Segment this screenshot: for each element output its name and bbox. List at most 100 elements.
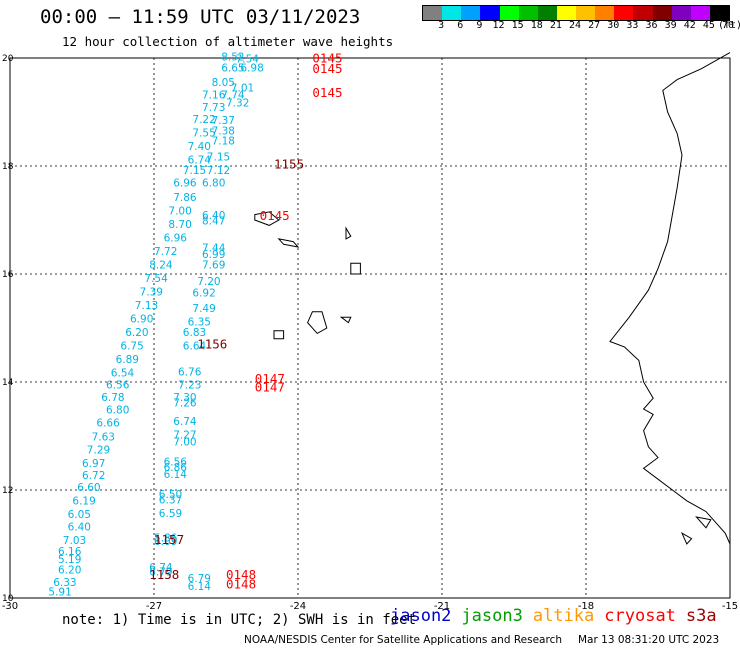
wave-height-label: 8.05	[212, 77, 235, 89]
wave-height-label: 6.37	[159, 495, 182, 507]
island-outline	[339, 316, 352, 324]
wave-height-label: 6.75	[120, 341, 143, 353]
wave-height-label: 6.97	[82, 458, 105, 470]
island-outline	[273, 330, 285, 340]
altimeter-track-layer: 8.527.546.656.988.057.017.167.747.73 7.32…	[48, 50, 342, 598]
wave-height-label: 7.54	[144, 273, 168, 285]
y-tick-label: 10	[2, 594, 14, 604]
wave-height-label: 7.40	[188, 141, 211, 153]
wave-height-label: 6.14	[188, 581, 212, 593]
wave-height-label: 7.74	[221, 90, 245, 102]
wave-height-label: 6.96	[164, 233, 188, 245]
wave-height-label: 7.38	[212, 126, 235, 138]
wave-height-label: 6.05	[68, 509, 91, 521]
colorbar-label: 36	[645, 20, 658, 31]
wave-height-label: 6.89	[116, 354, 139, 366]
wave-height-label: 6.90	[130, 314, 153, 326]
colorbar-label: 33	[626, 20, 639, 31]
colorbar-swatch	[652, 6, 672, 20]
wave-height-label: 8.52	[221, 52, 244, 64]
wave-height-label: 7.18	[212, 135, 235, 147]
colorbar-label: 9	[476, 20, 483, 31]
wave-height-label: 7.15	[183, 165, 206, 177]
colorbar-swatch	[614, 6, 634, 20]
wave-height-label: 6.76	[178, 367, 202, 379]
wave-height-label: 6.92	[192, 288, 215, 300]
colorbar-swatch	[499, 6, 519, 20]
legend-jason2: jason2	[390, 606, 452, 626]
wave-height-label: 6.80	[106, 404, 129, 416]
wave-height-label: 6.50	[159, 489, 182, 501]
wave-height-label: 6.33	[53, 577, 76, 589]
wave-height-label: 7.44	[202, 242, 226, 254]
pass-time-label: 0148	[226, 567, 256, 582]
wave-height-label: 7.32	[226, 98, 249, 110]
generation-date: Mar 13 08:31:20 UTC 2023	[578, 634, 720, 646]
wave-height-label: 7.27	[173, 430, 196, 442]
legend-cryosat: cryosat	[604, 606, 676, 626]
x-tick-label: -24	[290, 601, 306, 612]
wave-height-label: 7.37	[212, 115, 235, 127]
island-outline	[680, 532, 693, 545]
colorbar-swatch	[423, 6, 443, 20]
colorbar-swatch	[556, 6, 576, 20]
colorbar-label: 3	[438, 20, 445, 31]
y-tick-label: 16	[2, 270, 14, 280]
wave-height-label: 6.59	[159, 508, 182, 520]
map-title: 00:00 – 11:59 UTC 03/11/2023	[40, 6, 361, 28]
wave-height-label: 7.63	[92, 431, 115, 443]
wave-height-colorbar	[422, 5, 730, 21]
wave-height-label: 6.99	[202, 249, 225, 261]
colorbar-label: 15	[511, 20, 524, 31]
legend-altika: altika	[532, 606, 595, 626]
wave-height-label: 7.72	[154, 246, 177, 258]
colorbar-label: 18	[530, 20, 543, 31]
colorbar-swatch	[442, 6, 462, 20]
wave-height-label: 7.69	[202, 260, 225, 272]
wave-height-label: 7.86	[173, 192, 197, 204]
pass-time-label: 1156	[197, 337, 227, 352]
wave-height-label: 6.74	[149, 562, 173, 574]
wave-height-label: 7.73	[202, 102, 225, 114]
wave-height-label: 6.54	[111, 368, 135, 380]
wave-height-label: 6.60	[77, 482, 100, 494]
y-tick-label: 12	[2, 486, 13, 496]
coastline-layer	[254, 52, 731, 545]
wave-height-label: 8.70	[168, 219, 191, 231]
wave-height-label: 7.01	[231, 82, 254, 94]
colorbar-swatch	[461, 6, 481, 20]
island-outline	[345, 226, 352, 240]
wave-height-label: 7.00	[168, 206, 191, 218]
x-tick-label: -18	[578, 601, 594, 612]
x-tick-label: -15	[722, 601, 738, 612]
wave-height-label: 7.26	[173, 397, 197, 409]
colorbar-swatch	[595, 6, 615, 20]
colorbar-swatch	[690, 6, 710, 20]
colorbar-label: 6	[457, 20, 464, 31]
wave-height-label: 6.96	[173, 178, 197, 190]
wave-height-label: 6.80	[202, 178, 225, 190]
colorbar-label: 24	[568, 20, 582, 31]
colorbar-label: 45	[702, 20, 715, 31]
wave-height-label: 6.64	[183, 341, 207, 353]
y-tick-label: 20	[2, 54, 14, 64]
colorbar-swatch	[576, 6, 596, 20]
x-tick-label: -30	[2, 601, 18, 612]
pass-time-label: 0145	[312, 50, 342, 65]
x-tick-label: -27	[146, 601, 162, 612]
colorbar-label: 27	[588, 20, 601, 31]
africa-coastline	[609, 52, 731, 545]
wave-height-label: 5.86	[154, 532, 178, 544]
wave-height-label: 7.22	[192, 114, 215, 126]
wave-height-label: 6.83	[183, 327, 206, 339]
island-outline	[254, 211, 280, 226]
pass-time-label: 0147	[255, 371, 285, 386]
wave-height-label: 6.86	[164, 462, 188, 474]
credit-line: NOAA/NESDIS Center for Satellite Applica…	[244, 634, 562, 646]
wave-height-label: 6.79	[188, 573, 211, 585]
wave-height-label: 6.20	[125, 327, 148, 339]
island-outline	[350, 262, 361, 275]
wave-height-label: 6.74	[173, 416, 197, 428]
wave-height-label: 7.20	[197, 276, 220, 288]
island-outline	[277, 238, 300, 248]
